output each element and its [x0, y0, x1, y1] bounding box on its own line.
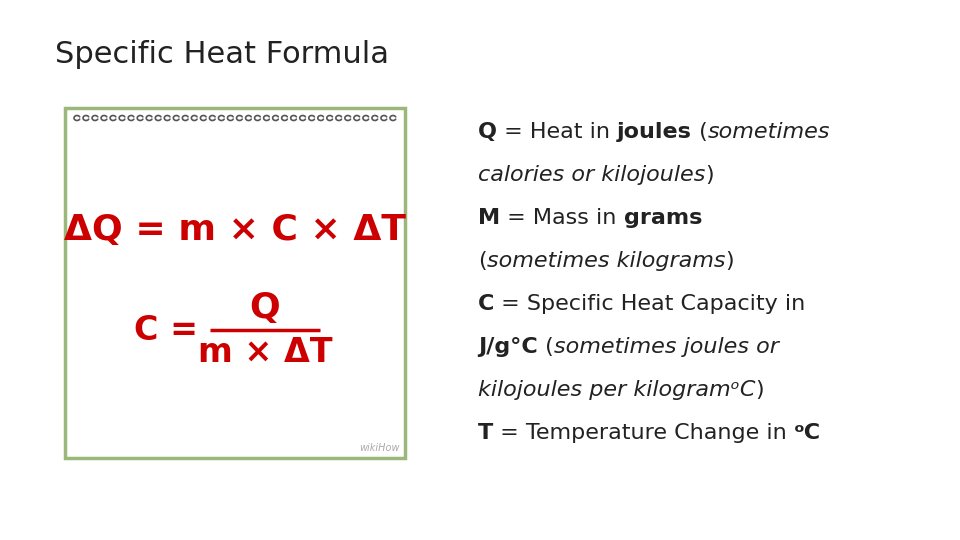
- Text: C: C: [478, 294, 494, 314]
- Text: calories or kilojoules: calories or kilojoules: [478, 165, 706, 185]
- Text: ΔQ = m × C × ΔT: ΔQ = m × C × ΔT: [64, 213, 406, 247]
- Text: ᵒC: ᵒC: [794, 423, 821, 443]
- Text: ): ): [756, 380, 764, 400]
- Text: joules: joules: [617, 122, 692, 142]
- Text: C =: C =: [134, 314, 198, 347]
- Text: J/g°C: J/g°C: [478, 337, 538, 357]
- Text: wikiHow: wikiHow: [359, 443, 400, 453]
- Text: sometimes kilograms: sometimes kilograms: [487, 251, 725, 271]
- Text: = Specific Heat Capacity in: = Specific Heat Capacity in: [494, 294, 805, 314]
- Text: (: (: [538, 337, 554, 357]
- FancyBboxPatch shape: [65, 108, 405, 458]
- Text: = Temperature Change in: = Temperature Change in: [493, 423, 794, 443]
- Text: (: (: [478, 251, 487, 271]
- Text: M: M: [478, 208, 500, 228]
- Text: (: (: [692, 122, 708, 142]
- Text: = Mass in: = Mass in: [500, 208, 624, 228]
- Text: sometimes joules or: sometimes joules or: [554, 337, 779, 357]
- Text: Q: Q: [250, 291, 280, 325]
- Text: grams: grams: [624, 208, 702, 228]
- Text: = Heat in: = Heat in: [497, 122, 617, 142]
- Text: m × ΔT: m × ΔT: [198, 335, 332, 368]
- Text: sometimes: sometimes: [708, 122, 830, 142]
- Text: kilojoules per kilogramᵒC: kilojoules per kilogramᵒC: [478, 380, 756, 400]
- Text: ): ): [725, 251, 733, 271]
- Text: Q: Q: [478, 122, 497, 142]
- Text: Specific Heat Formula: Specific Heat Formula: [55, 40, 389, 69]
- Text: T: T: [478, 423, 493, 443]
- Text: ): ): [706, 165, 714, 185]
